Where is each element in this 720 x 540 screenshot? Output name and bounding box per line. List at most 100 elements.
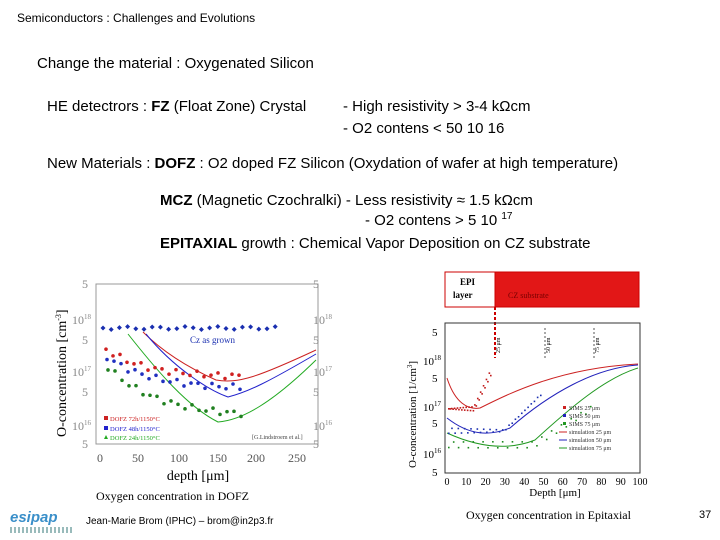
dofz-legend-marker-48h (104, 426, 108, 430)
epi-point-sims50 (540, 394, 542, 397)
dofz-curve-72h (142, 331, 317, 382)
epi-point-sims75 (550, 430, 553, 432)
fz-line: HE detectrors : FZ (Float Zone) Crystal (47, 98, 306, 115)
dofz-point-cz (190, 325, 196, 331)
epi-xtick: 10 (461, 477, 471, 488)
dofz-point-48h (147, 376, 151, 381)
epi-point-sims25 (481, 393, 483, 395)
dofz-point-cz (198, 326, 204, 332)
dofz-point-24h (232, 409, 236, 414)
epi-xtick: 80 (596, 477, 606, 488)
epi-point-sims25 (490, 374, 492, 377)
dofz-point-48h (168, 380, 172, 384)
dofz-point-24h (127, 384, 131, 388)
dofz-point-48h (133, 367, 137, 372)
dofz-annotation-cz: Cz as grown (190, 335, 235, 345)
epi-point-sims25 (471, 406, 473, 408)
epi-point-sims25 (485, 378, 488, 381)
epi-point-sims25 (482, 384, 485, 387)
dofz-point-cz (215, 324, 221, 330)
epi-point-sims50 (482, 428, 485, 431)
epi-point-sims75 (526, 446, 528, 449)
dofz-point-72h (195, 369, 199, 373)
epi-point-sims75 (462, 441, 465, 443)
epi-legend-sims25: SIMS 25 μm (569, 406, 600, 412)
epi-point-sims75 (536, 444, 538, 447)
dofz-point-cz (256, 326, 262, 332)
epi-point-sims75 (590, 405, 592, 408)
logo-subline (10, 527, 72, 533)
dofz-point-48h (140, 372, 144, 376)
page-number: 37 (699, 509, 712, 521)
epi-point-sims75 (467, 446, 470, 449)
dofz-point-72h (223, 376, 227, 381)
dofz-point-24h (134, 383, 138, 388)
dofz-point-72h (132, 362, 136, 366)
epi-sim-50 (446, 364, 639, 434)
dofz-point-24h (204, 409, 208, 413)
epi-point-sims75 (575, 419, 577, 422)
dofz-point-24h (141, 392, 145, 397)
epi-point-sims75 (457, 446, 460, 449)
dofz-point-72h (181, 371, 185, 376)
epi-ytick: 5 (432, 373, 438, 385)
dofz-point-cz (108, 326, 114, 332)
dofz-xtick: 150 (209, 451, 227, 465)
dofz-point-48h (126, 370, 130, 374)
dofz-point-72h (237, 373, 241, 377)
epi-point-sims75 (570, 417, 573, 420)
dofz-point-72h (202, 374, 206, 379)
epi-point-sims75 (482, 441, 484, 443)
dofz-point-24h (120, 378, 124, 383)
epi-point-sims50 (486, 431, 488, 434)
epi-point-sims75 (501, 441, 504, 443)
epi-point-sims25 (479, 391, 482, 393)
esipap-logo: esipap (10, 509, 58, 526)
epi-point-sims75 (541, 436, 543, 438)
epi-point-sims75 (448, 446, 450, 449)
dofz-xtick: 0 (97, 451, 103, 465)
epi-point-sims50 (457, 427, 460, 430)
dofz-point-cz (182, 324, 188, 330)
dofz-point-72h (174, 367, 178, 372)
dofz-point-72h (111, 354, 115, 358)
epi-ylabel: O-concentration [1/cm3] (406, 361, 419, 468)
title-rest: : Oxygenated Silicon (172, 55, 314, 72)
epi-point-sims75 (472, 441, 475, 443)
dofz-point-24h (155, 394, 159, 399)
dofz-point-72h (153, 365, 157, 370)
dofz-point-72h (230, 372, 234, 377)
dofz-point-cz (166, 326, 172, 332)
dofz-point-24h (218, 412, 222, 417)
dofz-point-24h (106, 368, 110, 372)
epi-point-sims75 (531, 441, 533, 443)
dofz-point-24h (183, 407, 187, 411)
epi-xtick: 100 (633, 477, 648, 488)
epi-legend-marker-sims75 (563, 422, 566, 425)
epi-point-sims25 (452, 408, 454, 410)
epi-sim-25 (446, 363, 639, 409)
epi-point-sims50 (448, 432, 450, 435)
dofz-xtick: 250 (288, 451, 306, 465)
epi-legend-sim50: simulation 50 μm (569, 438, 612, 444)
dofz-ytick-right: 5 (313, 277, 319, 291)
dofz-legend-marker-72h (104, 416, 108, 420)
dofz-point-72h (188, 373, 192, 378)
slide-header: Semiconductors : Challenges and Evolutio… (17, 11, 256, 25)
epi-xlabel: Depth [μm] (529, 487, 580, 499)
dofz-ytick-left: 5 (82, 437, 88, 451)
mcz-rest: (Magnetic Czochralki) - Less resistivity… (192, 192, 533, 209)
dofz-ytick-right: 5 (313, 333, 319, 347)
epi-xtick: 60 (558, 477, 568, 488)
dofz-point-48h (203, 386, 207, 391)
dofz-ytick-left: 5 (82, 385, 88, 399)
epi-point-sims25 (455, 408, 457, 411)
epi-point-sims50 (489, 428, 491, 431)
dofz-ytick-left: 5 (82, 277, 88, 291)
epi-point-sims25 (488, 372, 491, 374)
depth-label-50: 50 μm (546, 337, 552, 353)
epi-point-sims25 (449, 408, 452, 410)
epi-point-sims25 (478, 399, 481, 401)
epi-point-sims50 (511, 422, 514, 425)
epi-point-sims75 (452, 441, 455, 443)
